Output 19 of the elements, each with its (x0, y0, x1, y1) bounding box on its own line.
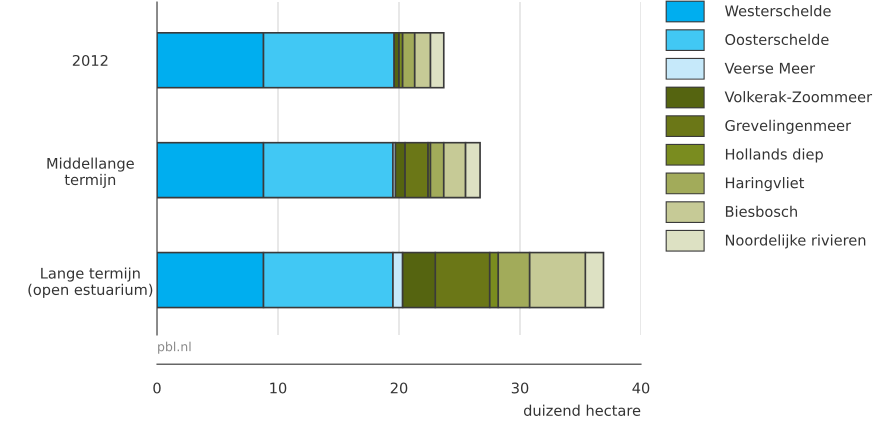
y-tick-label: Lange termijn (open estuarium) (28, 267, 152, 298)
legend-label: Volkerak-Zoommeer (724, 91, 872, 102)
legend-label: Haringvliet (726, 177, 804, 192)
legend-label: Veerse Meer (724, 62, 816, 74)
x-tick-label: 10 (270, 382, 286, 394)
text: pbl.nl (158, 342, 191, 354)
legend-label: Grevelingenmeer (725, 120, 852, 134)
x-axis-title: duizend hectare (524, 404, 640, 416)
legend-label: Biesbosch (726, 206, 797, 217)
y-tick-label: 2012 (72, 54, 108, 66)
y-tick-label: Middellange termijn (47, 158, 134, 188)
x-tick-label: 40 (632, 382, 650, 394)
x-tick-label: 0 (153, 382, 161, 394)
x-tick-label: 20 (390, 382, 408, 394)
legend-label: Oosterschelde (725, 34, 829, 46)
legend-label: Hollands diep (726, 148, 823, 163)
x-tick-label: 30 (512, 382, 528, 394)
legend-label: Westerschelde (725, 5, 831, 16)
legend-label: Noordelijke rivieren (726, 234, 866, 248)
